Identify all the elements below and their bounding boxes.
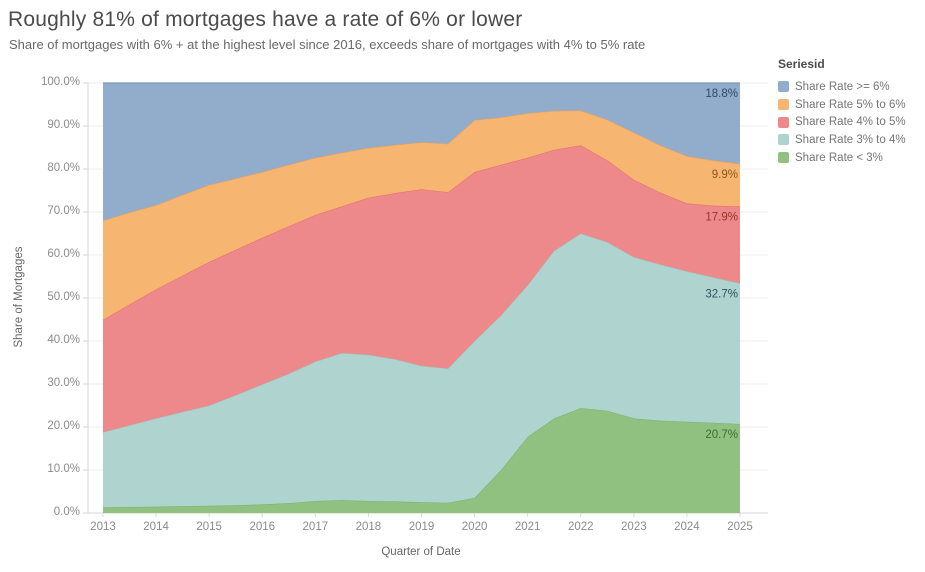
legend-title: Seriesid	[778, 57, 825, 71]
legend-item-label: Share Rate < 3%	[795, 151, 883, 164]
x-tick-label: 2014	[143, 521, 169, 533]
x-tick-label: 2021	[514, 521, 541, 533]
legend-swatch-icon	[778, 81, 789, 93]
x-tick-label: 2025	[727, 521, 753, 533]
area-share-rate-6[interactable]	[103, 83, 740, 221]
x-tick-label: 2020	[461, 521, 488, 533]
y-tick-label: 50.0%	[47, 291, 80, 303]
area-share-rate-5-to-6[interactable]	[103, 110, 740, 320]
y-tick-label: 40.0%	[47, 334, 80, 346]
area-share-rate-4-to-5[interactable]	[103, 145, 740, 433]
legend-swatch-icon	[778, 134, 789, 146]
y-tick-label: 80.0%	[47, 162, 80, 174]
legend-item-share-rate-4-to-5[interactable]: Share Rate 4% to 5%	[778, 113, 923, 131]
legend: Seriesid Share Rate >= 6% Share Rate 5% t…	[778, 57, 923, 166]
area-share-rate-3[interactable]	[103, 408, 740, 513]
end-label-share-rate-4-to-5: 17.9%	[705, 211, 738, 223]
legend-item-label: Share Rate 4% to 5%	[795, 116, 906, 129]
x-tick-label: 2022	[567, 521, 594, 533]
y-tick-label: 70.0%	[47, 205, 80, 217]
legend-item-share-rate-3[interactable]: Share Rate < 3%	[778, 149, 923, 167]
end-label-share-rate-3-to-4: 32.7%	[705, 288, 738, 300]
x-tick-label: 2016	[249, 521, 276, 533]
chart-subtitle: Share of mortgages with 6% + at the high…	[9, 37, 646, 52]
x-tick-label: 2023	[621, 521, 647, 533]
area-share-rate-3-to-4[interactable]	[103, 233, 740, 508]
legend-swatch-icon	[778, 152, 789, 164]
end-label-share-rate-6: 18.8%	[705, 88, 738, 100]
y-tick-label: 0.0%	[53, 506, 80, 518]
y-tick-label: 20.0%	[47, 420, 80, 432]
y-tick-label: 10.0%	[47, 463, 80, 475]
y-tick-label: 90.0%	[47, 119, 80, 131]
end-label-share-rate-3: 20.7%	[705, 429, 738, 441]
y-tick-label: 100.0%	[40, 76, 80, 88]
legend-item-label: Share Rate 3% to 4%	[795, 133, 906, 146]
x-tick-label: 2019	[408, 521, 435, 533]
end-label-share-rate-5-to-6: 9.9%	[712, 169, 738, 181]
x-tick-label: 2018	[355, 521, 382, 533]
legend-item-list: Share Rate >= 6% Share Rate 5% to 6% Share…	[778, 78, 923, 166]
x-tick-label: 2013	[90, 521, 116, 533]
legend-swatch-icon	[778, 99, 789, 111]
legend-item-share-rate-5-to-6[interactable]: Share Rate 5% to 6%	[778, 96, 923, 114]
y-tick-label: 30.0%	[47, 377, 80, 389]
legend-item-share-rate-6[interactable]: Share Rate >= 6%	[778, 78, 923, 96]
legend-swatch-icon	[778, 116, 789, 128]
x-tick-label: 2017	[302, 521, 329, 533]
y-tick-label: 60.0%	[47, 248, 80, 260]
x-axis-title: Quarter of Date	[381, 546, 461, 558]
chart-title: Roughly 81% of mortgages have a rate of …	[8, 8, 523, 31]
x-tick-label: 2015	[196, 521, 222, 533]
legend-item-label: Share Rate >= 6%	[795, 80, 890, 93]
legend-item-share-rate-3-to-4[interactable]: Share Rate 3% to 4%	[778, 131, 923, 149]
x-tick-label: 2024	[674, 521, 700, 533]
legend-item-label: Share Rate 5% to 6%	[795, 98, 906, 111]
